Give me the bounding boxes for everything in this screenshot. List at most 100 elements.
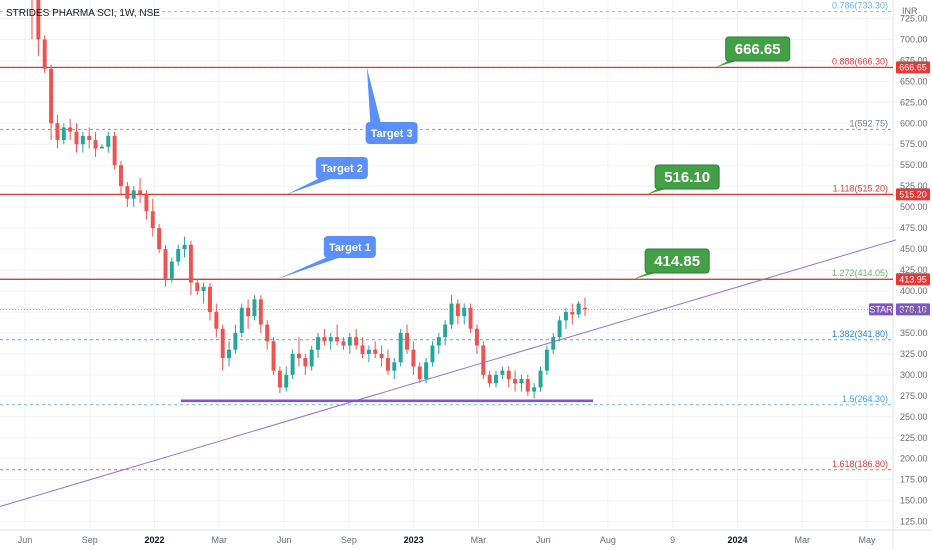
candle-body — [42, 39, 47, 69]
y-tick-label: 175.00 — [900, 475, 928, 485]
candle-body — [563, 311, 568, 321]
y-tick-label: 575.00 — [900, 139, 928, 149]
y-tick-label: 300.00 — [900, 370, 928, 380]
candle-body — [169, 261, 174, 279]
candle-body — [233, 332, 238, 350]
candle-body — [182, 244, 187, 250]
y-tick-label: 500.00 — [900, 202, 928, 212]
candle-body — [119, 165, 123, 187]
candle-body — [208, 286, 212, 312]
symbol-badge-label: STAR — [869, 304, 893, 314]
ascending-trend-line — [0, 239, 897, 507]
fib-level-label: 0.786(733.30) — [832, 0, 888, 10]
candle-body — [201, 286, 206, 291]
target-axis-label: 515.20 — [899, 189, 927, 199]
candle-body — [436, 337, 441, 346]
price-callout-box — [725, 36, 791, 62]
time-axis[interactable]: Jun Sep 2022 Mar Jun Sep 2023 Mar Jun Aug 9 2024 Mar… — [18, 535, 876, 545]
price-callout-label: 516.10 — [664, 169, 710, 186]
price-axis[interactable]: 125.00 150.00 175.00 200.00 225.00 250.00 275.… — [900, 13, 928, 526]
y-tick-label: 675.00 — [900, 55, 928, 65]
fib-level-label: 1.118(515.20) — [833, 183, 888, 193]
candle-body — [500, 370, 505, 375]
candle-body — [258, 299, 263, 325]
trend-lines — [0, 239, 897, 507]
y-tick-label: 200.00 — [900, 454, 928, 464]
candle-body — [544, 349, 549, 371]
candle-body — [80, 135, 85, 145]
fib-level-label: 1(592.75) — [849, 118, 888, 128]
candle-body — [583, 307, 587, 310]
candle-body — [468, 307, 473, 329]
candle-body — [68, 127, 73, 132]
candle-body — [373, 349, 378, 354]
x-tick-label: Sep — [341, 535, 357, 545]
x-tick-label: 2024 — [727, 535, 747, 545]
candle-body — [335, 337, 340, 342]
x-tick-label: Mar — [212, 535, 228, 545]
y-tick-label: 400.00 — [900, 286, 928, 296]
target-axis-label: 666.65 — [899, 62, 927, 72]
y-tick-label: 275.00 — [900, 391, 928, 401]
candle-body — [474, 328, 479, 346]
target-lines: 413.95 515.20 666.65 STAR 378.10 — [0, 61, 930, 316]
candle-body — [557, 320, 562, 338]
y-tick-label: 225.00 — [900, 433, 928, 443]
candle-body — [188, 244, 193, 283]
y-tick-label: 550.00 — [900, 160, 928, 170]
price-callout-box — [644, 248, 710, 274]
price-callout-pointer — [647, 188, 670, 195]
candles — [31, 0, 587, 399]
candle-body — [214, 311, 219, 329]
y-tick-label: 350.00 — [900, 328, 928, 338]
y-tick-label: 700.00 — [900, 34, 928, 44]
fib-levels: 0.786(733.30) 0.888(666.30) 1(592.75) 1.118… — [0, 0, 893, 471]
x-tick-label: Jun — [536, 535, 551, 545]
target-callout-box — [315, 157, 368, 179]
candle-body — [176, 249, 181, 262]
candle-body — [290, 353, 295, 375]
candle-body — [125, 186, 130, 199]
candle-body — [360, 345, 365, 354]
price-callout-pointer — [715, 60, 740, 68]
price-callout-box — [654, 164, 720, 190]
currency-label: INR — [902, 6, 918, 16]
candle-body — [112, 135, 117, 166]
candle-body — [277, 370, 282, 388]
current-price-badge — [896, 303, 930, 316]
candle-body — [131, 190, 136, 199]
y-tick-label: 150.00 — [900, 496, 928, 506]
y-tick-label: 375.00 — [900, 307, 928, 317]
y-tick-label: 600.00 — [900, 118, 928, 128]
candle-body — [316, 337, 321, 350]
candle-body — [519, 379, 524, 384]
current-price-label: 378.10 — [899, 304, 927, 314]
x-tick-label: Mar — [471, 535, 487, 545]
candle-body — [341, 341, 346, 346]
price-callout-label: 666.65 — [735, 41, 781, 58]
target-axis-label: 413.95 — [899, 274, 927, 284]
target-axis-badge — [896, 188, 930, 201]
candle-body — [538, 370, 543, 388]
target-callout-pointer — [276, 256, 344, 280]
candle-body — [239, 307, 244, 333]
x-tick-label: May — [858, 535, 876, 545]
candle-body — [449, 303, 454, 325]
candle-body — [525, 379, 530, 392]
fib-level-label: 1.618(186.80) — [832, 459, 888, 469]
candle-body — [354, 337, 359, 346]
candle-body — [195, 282, 200, 291]
candle-body — [398, 332, 403, 363]
candle-body — [551, 337, 556, 350]
price-callout-pointer — [633, 272, 660, 280]
candle-body — [379, 353, 384, 359]
candle-body — [328, 337, 333, 342]
candle-body — [265, 324, 270, 342]
candle-body — [513, 379, 518, 384]
candle-body — [150, 211, 155, 229]
x-tick-label: Jun — [18, 535, 33, 545]
x-tick-label: 2022 — [145, 535, 165, 545]
y-tick-label: 475.00 — [900, 223, 928, 233]
